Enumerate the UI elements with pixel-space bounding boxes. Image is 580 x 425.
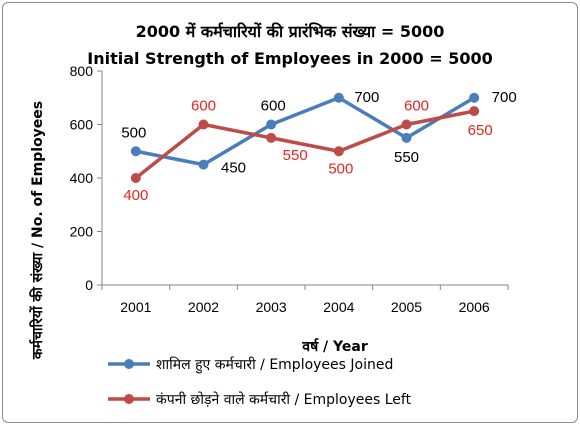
joined-point-2002 xyxy=(198,159,209,170)
series-layer xyxy=(130,92,480,183)
left-point-2005 xyxy=(401,119,412,130)
joined-point-2001 xyxy=(130,146,141,157)
x-tick-label-2005: 2005 xyxy=(391,299,422,315)
joined-label-2005: 550 xyxy=(394,149,419,166)
y-tick-label-400: 400 xyxy=(70,170,94,186)
joined-label-2001: 500 xyxy=(121,124,146,141)
legend-label-employees-joined: शामिल हुए कर्मचारी / Employees Joined xyxy=(156,356,393,374)
y-tick-labels: 0 200 400 600 800 xyxy=(70,63,94,293)
series-line-employees-left xyxy=(134,109,475,180)
left-point-2006 xyxy=(469,106,480,117)
left-point-2004 xyxy=(333,146,344,157)
legend: शामिल हुए कर्मचारी / Employees Joined कंप… xyxy=(108,356,412,408)
left-label-2004: 500 xyxy=(328,160,353,177)
x-tick-label-2004: 2004 xyxy=(323,299,354,315)
axes xyxy=(97,70,509,290)
x-tick-label-2002: 2002 xyxy=(188,299,219,315)
left-point-2002 xyxy=(198,119,209,130)
legend-swatch-marker xyxy=(124,394,134,404)
left-label-2005: 600 xyxy=(404,98,429,115)
left-label-2003: 550 xyxy=(283,147,308,164)
joined-point-2004 xyxy=(333,92,344,103)
x-tick-label-2001: 2001 xyxy=(120,299,151,315)
x-tick-label-2006: 2006 xyxy=(459,299,490,315)
joined-label-2003: 600 xyxy=(261,98,286,115)
y-axis-label: कर्मचारियों की संख्या / No. of Employees xyxy=(29,101,46,360)
joined-point-2005 xyxy=(401,132,412,143)
data-labels: 500 450 600 700 550 700 400 600 550 500 600 650 xyxy=(121,89,516,204)
chart-title-english: Initial Strength of Employees in 2000 = … xyxy=(87,49,493,68)
joined-label-2006: 700 xyxy=(492,89,517,106)
y-tick-label-0: 0 xyxy=(85,277,93,293)
x-axis-label: वर्ष / Year xyxy=(301,338,368,355)
legend-swatch-marker xyxy=(124,359,134,369)
left-point-2001 xyxy=(130,173,141,183)
y-tick-label-600: 600 xyxy=(70,117,94,133)
joined-label-2002: 450 xyxy=(221,160,246,177)
joined-label-2004: 700 xyxy=(354,89,379,106)
joined-point-2003 xyxy=(266,119,277,130)
left-label-2001: 400 xyxy=(123,187,148,204)
y-tick-label-800: 800 xyxy=(70,63,94,79)
left-label-2006: 650 xyxy=(468,122,493,139)
left-point-2003 xyxy=(266,132,277,143)
left-label-2002: 600 xyxy=(191,98,216,115)
x-tick-label-2003: 2003 xyxy=(256,299,287,315)
series-line-employees-joined xyxy=(135,96,476,167)
chart-title-hindi: 2000 में कर्मचारियों की प्रारंभिक संख्या… xyxy=(136,22,445,41)
x-tick-labels: 2001 2002 2003 2004 2005 2006 xyxy=(120,299,490,315)
joined-point-2006 xyxy=(469,92,480,103)
legend-label-employees-left: कंपनी छोड़ने वाले कर्मचारी / Employees L… xyxy=(156,391,412,408)
y-tick-label-200: 200 xyxy=(70,224,94,240)
